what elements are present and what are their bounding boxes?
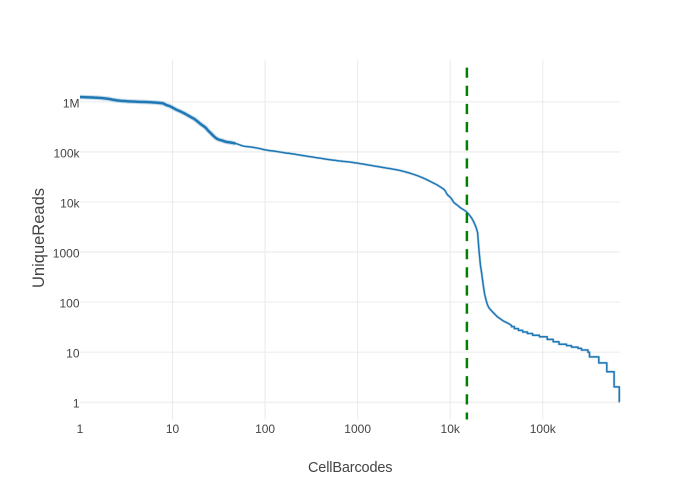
svg-text:CellBarcodes: CellBarcodes: [308, 460, 392, 476]
svg-text:10k: 10k: [441, 422, 461, 436]
svg-text:100k: 100k: [53, 146, 80, 160]
svg-text:100k: 100k: [530, 422, 557, 436]
svg-text:1000: 1000: [53, 247, 80, 261]
svg-text:1M: 1M: [63, 96, 80, 110]
svg-text:UniqueReads: UniqueReads: [30, 188, 48, 288]
svg-text:10: 10: [166, 422, 180, 436]
svg-text:1000: 1000: [344, 422, 371, 436]
svg-text:100: 100: [255, 422, 275, 436]
svg-text:1: 1: [77, 422, 84, 436]
svg-text:10k: 10k: [60, 197, 80, 211]
svg-text:100: 100: [59, 297, 79, 311]
svg-text:1: 1: [73, 397, 80, 411]
svg-text:10: 10: [66, 347, 80, 361]
